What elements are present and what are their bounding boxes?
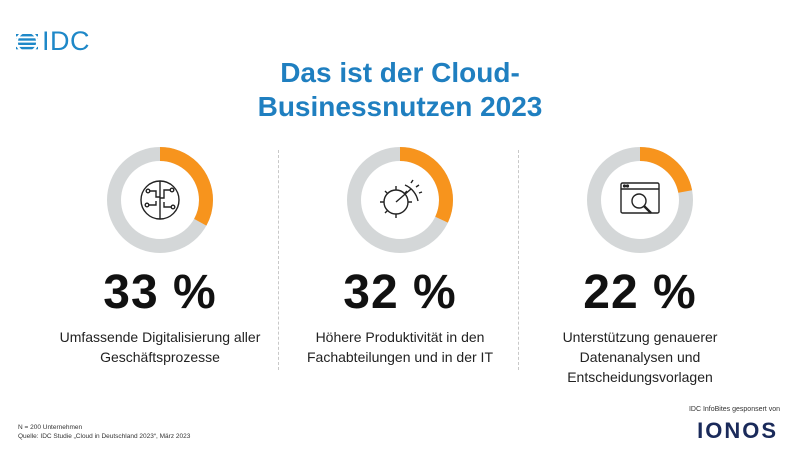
stat-description: Höhere Produktivität in den Fachabteilun… <box>275 327 525 367</box>
column-divider <box>518 150 519 370</box>
gear-gauge-icon <box>380 179 423 218</box>
donut-value-arc <box>587 147 693 253</box>
idc-logo-text: IDC <box>42 26 90 56</box>
column-divider <box>278 150 279 370</box>
donut-chart <box>107 147 213 253</box>
donut-chart <box>347 147 453 253</box>
idc-logo: IDC <box>16 26 90 57</box>
stat-panel-data-analysis: 22 % Unterstützung genauerer Datenanalys… <box>515 145 765 387</box>
stat-description-line: Fachabteilungen und in der IT <box>306 349 493 365</box>
stat-description-line: Geschäftsprozesse <box>100 349 220 365</box>
stat-value: 32 % <box>343 266 457 319</box>
title-line-1: Das ist der Cloud- <box>280 57 520 88</box>
stat-description-line: Unterstützung genauerer <box>562 329 718 345</box>
stat-description-line: Entscheidungsvorlagen <box>567 369 713 385</box>
donut-chart <box>587 147 693 253</box>
title-line-2: Businessnutzen 2023 <box>257 91 543 122</box>
ionos-logo: IONOS <box>697 418 778 443</box>
stat-value: 33 % <box>103 266 217 319</box>
sponsor-text: IDC InfoBites gesponsert von <box>688 406 780 413</box>
stat-value: 22 % <box>583 266 697 319</box>
sample-size-note: N = 200 Unternehmen <box>18 424 83 431</box>
idc-logo-mark-icon <box>16 30 38 53</box>
magnifier-window-icon <box>620 182 660 214</box>
donut-value-arc <box>347 147 453 253</box>
source-footnote: N = 200 Unternehmen Quelle: IDC Studie „… <box>18 423 190 441</box>
source-note: Quelle: IDC Studie „Cloud in Deutschland… <box>18 433 191 440</box>
stat-description-line: Höhere Produktivität in den <box>315 329 485 345</box>
donut-value-arc <box>107 147 213 253</box>
page-title: Das ist der Cloud- Businessnutzen 2023 <box>0 56 800 124</box>
stat-panel-digitalization: 33 % Umfassende Digitalisierung aller Ge… <box>35 145 285 367</box>
stat-description-line: Datenanalysen und <box>579 349 701 365</box>
stat-description: Umfassende Digitalisierung aller Geschäf… <box>35 327 285 367</box>
stat-panel-productivity: 32 % Höhere Produktivität in den Fachabt… <box>275 145 525 367</box>
stat-description: Unterstützung genauerer Datenanalysen un… <box>515 327 765 387</box>
circuit-brain-icon <box>140 180 180 220</box>
stat-description-line: Umfassende Digitalisierung aller <box>59 329 261 345</box>
